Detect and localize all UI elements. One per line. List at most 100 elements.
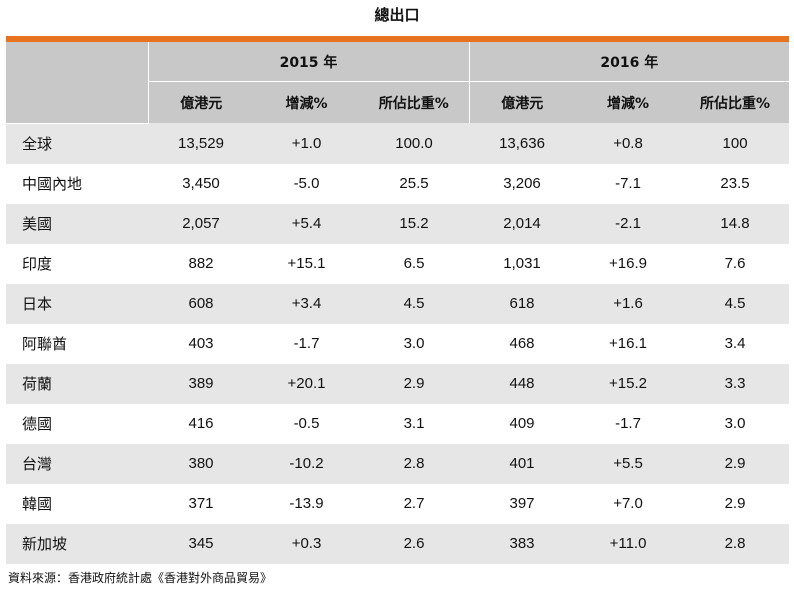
change-2016-cell: +16.1 — [575, 323, 682, 364]
table-row: 韓國 371 -13.9 2.7 397 +7.0 2.9 — [6, 483, 790, 524]
change-2015-cell: +20.1 — [254, 363, 359, 404]
source-note: 資料來源：香港政府統計處《香港對外商品貿易》 — [8, 571, 273, 585]
year-2016-header: 2016 年 — [468, 42, 790, 82]
market-cell: 德國 — [6, 403, 148, 444]
value-2015-cell: 389 — [148, 363, 254, 404]
market-cell: 阿聯酋 — [6, 323, 148, 364]
year-2015-header: 2015 年 — [147, 42, 470, 82]
market-cell: 荷蘭 — [6, 363, 148, 404]
column-header-share-2016: 所佔比重% — [681, 81, 790, 123]
value-2016-cell: 13,636 — [469, 123, 576, 164]
column-header-value-2015: 億港元 — [148, 81, 254, 123]
share-2015-cell: 25.5 — [359, 163, 470, 204]
table-row: 美國 2,057 +5.4 15.2 2,014 -2.1 14.8 — [6, 203, 790, 244]
change-2016-cell: +15.2 — [575, 363, 682, 404]
share-2015-cell: 2.7 — [359, 483, 470, 524]
value-2015-cell: 403 — [148, 323, 254, 364]
table-row: 新加坡 345 +0.3 2.6 383 +11.0 2.8 — [6, 523, 790, 564]
table-header: 2015 年 2016 年 億港元 增減% 所佔比重% 億港元 增減% 所佔比重… — [6, 42, 790, 124]
change-2016-cell: -1.7 — [575, 403, 682, 444]
change-2015-cell: +5.4 — [254, 203, 359, 244]
accent-rule — [6, 36, 789, 42]
change-2015-cell: +1.0 — [254, 123, 359, 164]
change-2016-cell: +0.8 — [575, 123, 682, 164]
change-2015-cell: -13.9 — [254, 483, 359, 524]
change-2015-cell: -5.0 — [254, 163, 359, 204]
share-2016-cell: 3.4 — [681, 323, 790, 364]
change-2015-cell: -10.2 — [254, 443, 359, 484]
market-cell: 中國內地 — [6, 163, 148, 204]
value-2016-cell: 401 — [469, 443, 576, 484]
table-row: 日本 608 +3.4 4.5 618 +1.6 4.5 — [6, 283, 790, 324]
market-cell: 台灣 — [6, 443, 148, 484]
change-2016-cell: +11.0 — [575, 523, 682, 564]
share-2016-cell: 3.0 — [681, 403, 790, 444]
table-row: 全球 13,529 +1.0 100.0 13,636 +0.8 100 — [6, 123, 790, 164]
value-2016-cell: 448 — [469, 363, 576, 404]
value-2015-cell: 13,529 — [148, 123, 254, 164]
value-2015-cell: 371 — [148, 483, 254, 524]
table-row: 印度 882 +15.1 6.5 1,031 +16.9 7.6 — [6, 243, 790, 284]
value-2015-cell: 2,057 — [148, 203, 254, 244]
market-cell: 韓國 — [6, 483, 148, 524]
change-2016-cell: -2.1 — [575, 203, 682, 244]
share-2016-cell: 4.5 — [681, 283, 790, 324]
change-2015-cell: +15.1 — [254, 243, 359, 284]
column-header-change-2016: 增減% — [575, 81, 682, 123]
value-2015-cell: 608 — [148, 283, 254, 324]
value-2016-cell: 3,206 — [469, 163, 576, 204]
value-2015-cell: 345 — [148, 523, 254, 564]
change-2015-cell: +0.3 — [254, 523, 359, 564]
market-cell: 全球 — [6, 123, 148, 164]
value-2016-cell: 383 — [469, 523, 576, 564]
value-2015-cell: 416 — [148, 403, 254, 444]
change-2015-cell: -0.5 — [254, 403, 359, 444]
value-2016-cell: 1,031 — [469, 243, 576, 284]
share-2016-cell: 2.8 — [681, 523, 790, 564]
header-corner — [6, 42, 149, 124]
value-2015-cell: 3,450 — [148, 163, 254, 204]
market-cell: 新加坡 — [6, 523, 148, 564]
share-2016-cell: 14.8 — [681, 203, 790, 244]
change-2015-cell: +3.4 — [254, 283, 359, 324]
column-header-row: 億港元 增減% 所佔比重% 億港元 增減% 所佔比重% — [6, 81, 790, 123]
table-row: 荷蘭 389 +20.1 2.9 448 +15.2 3.3 — [6, 363, 790, 404]
table-row: 中國內地 3,450 -5.0 25.5 3,206 -7.1 23.5 — [6, 163, 790, 204]
market-cell: 美國 — [6, 203, 148, 244]
value-2016-cell: 468 — [469, 323, 576, 364]
value-2016-cell: 409 — [469, 403, 576, 444]
share-2016-cell: 3.3 — [681, 363, 790, 404]
share-2016-cell: 23.5 — [681, 163, 790, 204]
table-row: 阿聯酋 403 -1.7 3.0 468 +16.1 3.4 — [6, 323, 790, 364]
share-2015-cell: 2.6 — [359, 523, 470, 564]
value-2016-cell: 2,014 — [469, 203, 576, 244]
table-row: 台灣 380 -10.2 2.8 401 +5.5 2.9 — [6, 443, 790, 484]
exports-table: 2015 年 2016 年 億港元 增減% 所佔比重% 億港元 增減% 所佔比重… — [6, 42, 790, 564]
table-body: 全球 13,529 +1.0 100.0 13,636 +0.8 100 中國內地 3,450-… — [6, 123, 790, 564]
column-header-value-2016: 億港元 — [468, 81, 576, 123]
share-2015-cell: 3.1 — [359, 403, 470, 444]
change-2016-cell: +7.0 — [575, 483, 682, 524]
share-2015-cell: 15.2 — [359, 203, 470, 244]
year-header-row: 2015 年 2016 年 — [6, 42, 790, 124]
table-row: 德國 416 -0.5 3.1 409 -1.7 3.0 — [6, 403, 790, 444]
share-2016-cell: 2.9 — [681, 483, 790, 524]
share-2015-cell: 6.5 — [359, 243, 470, 284]
share-2015-cell: 100.0 — [359, 123, 470, 164]
change-2015-cell: -1.7 — [254, 323, 359, 364]
value-2016-cell: 618 — [469, 283, 576, 324]
share-2015-cell: 3.0 — [359, 323, 470, 364]
column-header-change-2015: 增減% — [254, 81, 359, 123]
share-2015-cell: 4.5 — [359, 283, 470, 324]
change-2016-cell: +5.5 — [575, 443, 682, 484]
market-cell: 日本 — [6, 283, 148, 324]
change-2016-cell: +1.6 — [575, 283, 682, 324]
table-title: 總出口 — [374, 6, 420, 24]
change-2016-cell: -7.1 — [575, 163, 682, 204]
share-2016-cell: 7.6 — [681, 243, 790, 284]
value-2016-cell: 397 — [469, 483, 576, 524]
share-2015-cell: 2.8 — [359, 443, 470, 484]
share-2016-cell: 100 — [681, 123, 790, 164]
value-2015-cell: 882 — [148, 243, 254, 284]
share-2015-cell: 2.9 — [359, 363, 470, 404]
